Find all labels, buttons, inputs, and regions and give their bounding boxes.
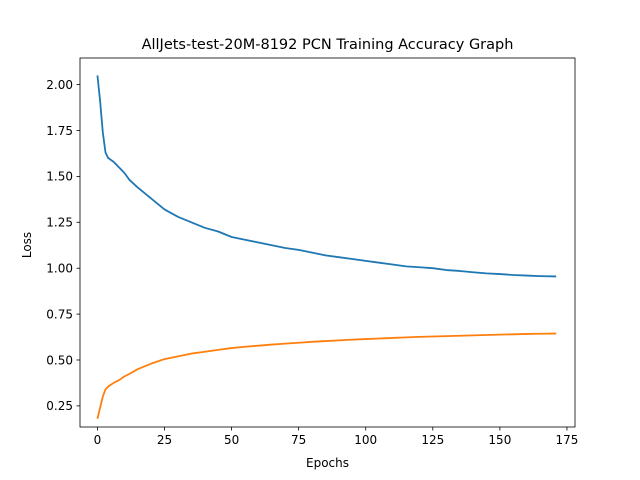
y-tick-label: 1.75 [46,124,73,138]
x-tick-label: 25 [157,433,172,447]
plot-frame [79,57,576,428]
y-tick-label: 1.00 [46,262,73,276]
x-axis-title: Epochs [306,456,349,470]
x-tick-label: 0 [94,433,102,447]
x-axis: 0 25 50 75 100 125 150 175 [94,427,578,447]
y-tick-label: 2.00 [46,78,73,92]
plot-area [96,75,557,419]
x-tick-label: 175 [555,433,578,447]
y-tick-label: 0.50 [46,353,73,367]
y-tick-label: 1.50 [46,170,73,184]
x-tick-label: 75 [291,433,306,447]
y-tick-label: 1.25 [46,216,73,230]
series-line-1 [96,75,557,278]
y-axis: 0.25 0.50 0.75 1.00 1.25 1.50 1.75 2.00 [46,78,80,413]
x-tick-label: 100 [354,433,377,447]
x-tick-label: 150 [488,433,511,447]
chart-title: AllJets-test-20M-8192 PCN Training Accur… [142,37,514,53]
y-tick-label: 0.75 [46,307,73,321]
y-axis-title: Loss [20,232,34,258]
y-tick-label: 0.25 [46,399,73,413]
x-tick-label: 50 [224,433,239,447]
series-line-2 [96,332,557,419]
x-tick-label: 125 [421,433,444,447]
